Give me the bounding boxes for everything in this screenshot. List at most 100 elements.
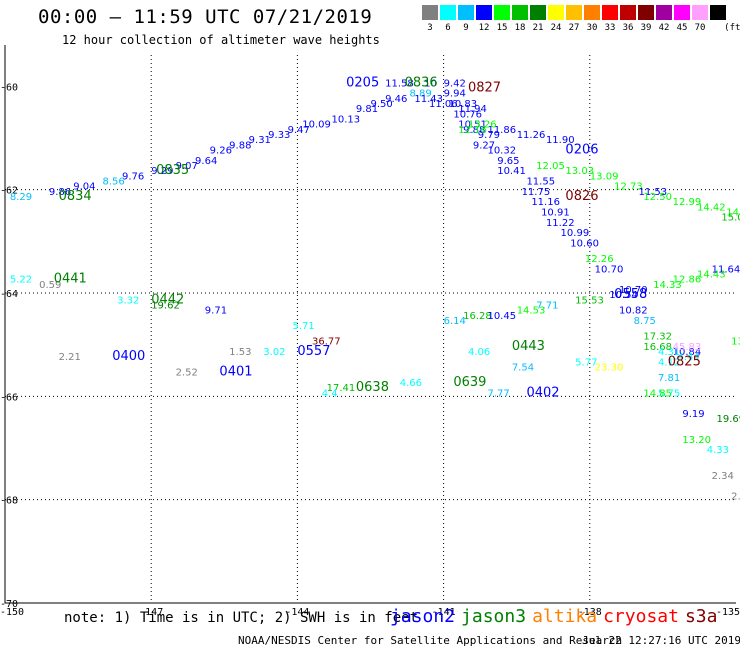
wave-height-value: 9.50 — [371, 99, 393, 110]
wave-height-value: 11.26 — [517, 130, 546, 141]
wave-height-value: 11.75 — [522, 187, 551, 198]
wave-height-value: 7.71 — [536, 301, 558, 312]
wave-height-value: 11.06 — [429, 99, 458, 110]
wave-height-value: 4.06 — [468, 347, 490, 358]
wave-height-value: 2.34 — [712, 471, 734, 482]
color-swatch — [656, 5, 672, 20]
pass-time-label: 0441 — [54, 272, 87, 287]
y-tick-label: -64 — [0, 289, 18, 300]
wave-height-value: 13.03 — [565, 166, 594, 177]
wave-height-value: 6.14 — [444, 316, 466, 327]
axes — [4, 45, 736, 604]
wave-height-value: 10.70 — [619, 285, 648, 296]
wave-height-value: 45.83 — [673, 342, 702, 353]
wave-height-value: 13.20 — [682, 435, 711, 446]
wave-height-value: 9.79 — [478, 130, 500, 141]
wave-height-value: 12.99 — [673, 197, 702, 208]
wave-height-value: 10.51 — [458, 120, 487, 131]
color-swatch-label: 9 — [463, 23, 469, 33]
wave-height-value: 8.56 — [102, 177, 124, 188]
wave-height-value: 5.77 — [575, 357, 597, 368]
pass-time-label: 0836 — [405, 75, 438, 90]
color-swatch-label: 6 — [445, 23, 451, 33]
wave-height-value: 9.29 — [151, 166, 173, 177]
color-swatch — [638, 5, 654, 20]
legend-cryosat: cryosat — [603, 606, 679, 627]
color-swatch — [584, 5, 600, 20]
wave-height-value: 5.22 — [10, 275, 32, 286]
wave-height-value: 4.33 — [707, 445, 729, 456]
color-swatch — [422, 5, 438, 20]
tick-labels: -150 -147 -144 -141 -138 -135 -60 -62 -64 -66 -68 -… — [0, 82, 740, 618]
pass-time-label: 0639 — [453, 375, 486, 390]
credit-timestamp: Jul 22 12:27:16 UTC 2019 — [582, 634, 740, 647]
pass-time-label: 0401 — [219, 365, 252, 380]
credit-line: NOAA/NESDIS Center for Satellite Applica… — [238, 634, 623, 647]
wave-height-value: 15.53 — [575, 295, 604, 306]
footer-note: note: 1) Time is in UTC; 2) SWH is in fe… — [64, 610, 419, 626]
wave-height-value: 4.44 — [678, 352, 700, 363]
x-tick-label: -147 — [139, 607, 163, 618]
pass-time-label: 0835 — [156, 163, 189, 178]
wave-height-value: 4.66 — [400, 378, 422, 389]
pass-time-label: 0205 — [346, 75, 379, 90]
wave-height-value: 4.31 — [658, 347, 680, 358]
wave-height-value: 8.89 — [409, 89, 431, 100]
wave-height-value: 4.4 — [322, 388, 338, 399]
wave-height-value: 16.28 — [463, 311, 492, 322]
wave-height-value: 11.86 — [487, 125, 516, 136]
satellite-legend: jason2 jason3 altika cryosat s3a — [390, 606, 723, 627]
wave-height-value: 9.26 — [210, 146, 232, 157]
wave-height-value: 11.55 — [526, 177, 555, 188]
wave-height-value: 3.02 — [263, 347, 285, 358]
pass-time-label: 0827 — [468, 81, 501, 96]
wave-height-value: 15.09 — [721, 213, 740, 224]
color-swatch-label: 30 — [586, 23, 598, 33]
wave-height-value: 9.81 — [356, 104, 378, 115]
wave-height-value: 10.60 — [570, 239, 599, 250]
chart-title: 00:00 – 11:59 UTC 07/21/2019 — [38, 6, 373, 28]
pass-time-label: 0443 — [512, 339, 545, 354]
grid-lines — [5, 55, 736, 604]
wave-height-value: 9.71 — [205, 306, 227, 317]
wave-height-value: 11.90 — [546, 135, 575, 146]
color-swatch — [692, 5, 708, 20]
wave-height-value: 0.59 — [39, 280, 61, 291]
color-swatch — [602, 5, 618, 20]
legend-altika: altika — [532, 606, 598, 627]
pass-time-label: 0400 — [112, 349, 145, 364]
wave-height-value: 2.87 — [731, 492, 740, 503]
legend-jason2: jason2 — [390, 606, 456, 627]
wave-height-value: 13.09 — [590, 171, 619, 182]
wave-height-value: 17.32 — [643, 332, 672, 343]
wave-height-value: 11.58 — [385, 78, 414, 89]
wave-height-value: 19.69 — [717, 414, 740, 425]
wave-height-value: 9.04 — [73, 182, 95, 193]
pass-time-label: 0442 — [151, 292, 184, 307]
wave-height-value: 3.32 — [117, 295, 139, 306]
wave-height-value: 9.88 — [229, 140, 251, 151]
wave-height-value: 17.41 — [327, 383, 356, 394]
wave-height-value: 10.70 — [595, 264, 624, 275]
wave-height-value: 19.62 — [151, 301, 180, 312]
wave-height-value: 7.81 — [658, 373, 680, 384]
pass-time-label: 0825 — [668, 354, 701, 369]
wave-height-value: 8.75 — [634, 316, 656, 327]
data-points: 8.29 9.86 9.04 8.569.76 9.29 9.079.649.269.88… — [10, 75, 740, 502]
color-swatch — [620, 5, 636, 20]
x-tick-label: -135 — [716, 607, 740, 618]
wave-height-value: 10.41 — [497, 166, 526, 177]
color-swatch — [494, 5, 510, 20]
wave-height-value: 9.33 — [268, 130, 290, 141]
color-swatch-label: 27 — [568, 23, 580, 33]
wave-height-value: 10.45 — [487, 311, 516, 322]
color-swatch — [512, 5, 528, 20]
x-tick-label: -150 — [0, 607, 24, 618]
wave-height-value: 9.76 — [122, 171, 144, 182]
x-tick-label: -144 — [285, 607, 309, 618]
wave-height-value: 9.46 — [385, 94, 407, 105]
y-tick-label: -60 — [0, 82, 18, 93]
wave-height-value: 7.54 — [512, 363, 534, 374]
color-swatch-label: 15 — [496, 23, 508, 33]
wave-height-value: 9.47 — [288, 125, 310, 136]
